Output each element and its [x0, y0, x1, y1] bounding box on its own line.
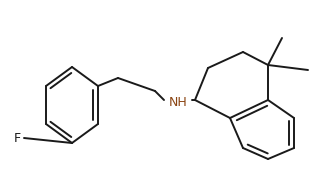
Text: NH: NH [169, 96, 187, 110]
Text: F: F [14, 131, 21, 144]
